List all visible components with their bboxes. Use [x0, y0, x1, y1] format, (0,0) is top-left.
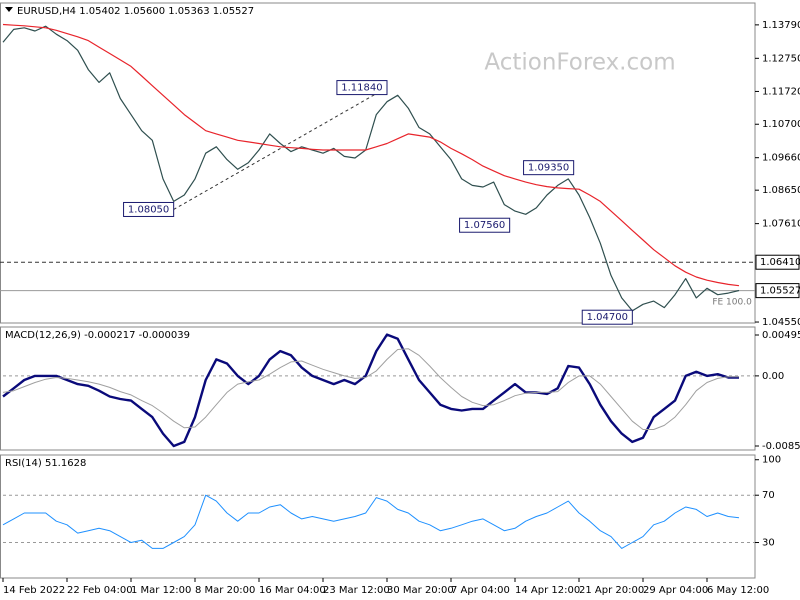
panel-frame [0, 2, 756, 324]
fibo-line [173, 87, 388, 210]
watermark: ActionForex.com [484, 50, 675, 76]
series-line [2, 23, 740, 287]
x-tick-label: 6 May 12:00 [707, 585, 769, 596]
x-tick-label: 1 Mar 12:00 [131, 585, 191, 596]
level-label-box [523, 160, 575, 176]
price-box-label: 1.05527 [760, 286, 800, 297]
y-tick-label: 1.10700 [762, 119, 800, 130]
y-tick-label: 1.12750 [762, 53, 800, 64]
price-box [755, 283, 800, 299]
x-tick-label: 29 Apr 04:00 [643, 585, 708, 596]
panel-title: RSI(14) 51.1628 [5, 458, 86, 469]
y-tick-label: 1.07610 [762, 219, 800, 230]
x-tick-label: 14 Feb 2022 [3, 585, 65, 596]
price-box-label: 1.06410 [760, 257, 800, 268]
panel-title: MACD(12,26,9) -0.000217 -0.000039 [5, 330, 190, 341]
x-tick-label: 16 Mar 04:00 [259, 585, 326, 596]
panel-frame [0, 326, 756, 451]
series-line [2, 348, 739, 430]
level-label-box [459, 217, 511, 233]
collapse-icon [5, 7, 13, 12]
panel-title: EURUSD,H4 1.05402 1.05600 1.05363 1.0552… [17, 6, 254, 17]
level-label-box [581, 309, 633, 325]
y-tick-label: 1.11720 [762, 86, 800, 97]
x-tick-label: 7 Apr 04:00 [451, 585, 510, 596]
y-tick-label: -0.008501 [762, 441, 800, 452]
x-tick-label: 30 Mar 20:00 [387, 585, 454, 596]
series-line [2, 25, 740, 312]
level-label: 1.08050 [128, 204, 169, 215]
x-tick-label: 14 Apr 12:00 [515, 585, 580, 596]
level-label: 1.11840 [341, 83, 382, 94]
level-label: 1.07560 [464, 220, 505, 231]
x-tick-label: 8 Mar 20:00 [195, 585, 255, 596]
level-label-box [336, 80, 388, 96]
series-line [2, 494, 740, 549]
panel-frame [0, 454, 756, 579]
level-label-box [123, 201, 175, 217]
fe-label: FE 100.0 [712, 297, 752, 307]
y-tick-label: 30 [762, 538, 775, 549]
price-box [755, 254, 800, 270]
series-line [2, 333, 739, 448]
x-tick-label: 23 Mar 12:00 [323, 585, 390, 596]
y-tick-label: 70 [762, 490, 775, 501]
y-tick-label: 0.004956 [762, 330, 800, 341]
x-tick-label: 22 Feb 04:00 [67, 585, 133, 596]
y-tick-label: 1.13790 [762, 20, 800, 31]
y-tick-label: 1.04550 [762, 317, 800, 328]
y-tick-label: 0.00 [762, 371, 784, 382]
level-label: 1.09350 [528, 163, 569, 174]
y-tick-label: 100 [762, 455, 781, 466]
x-tick-label: 21 Apr 20:00 [579, 585, 644, 596]
y-tick-label: 1.09660 [762, 153, 800, 164]
level-label: 1.04700 [587, 312, 628, 323]
y-tick-label: 1.08650 [762, 185, 800, 196]
